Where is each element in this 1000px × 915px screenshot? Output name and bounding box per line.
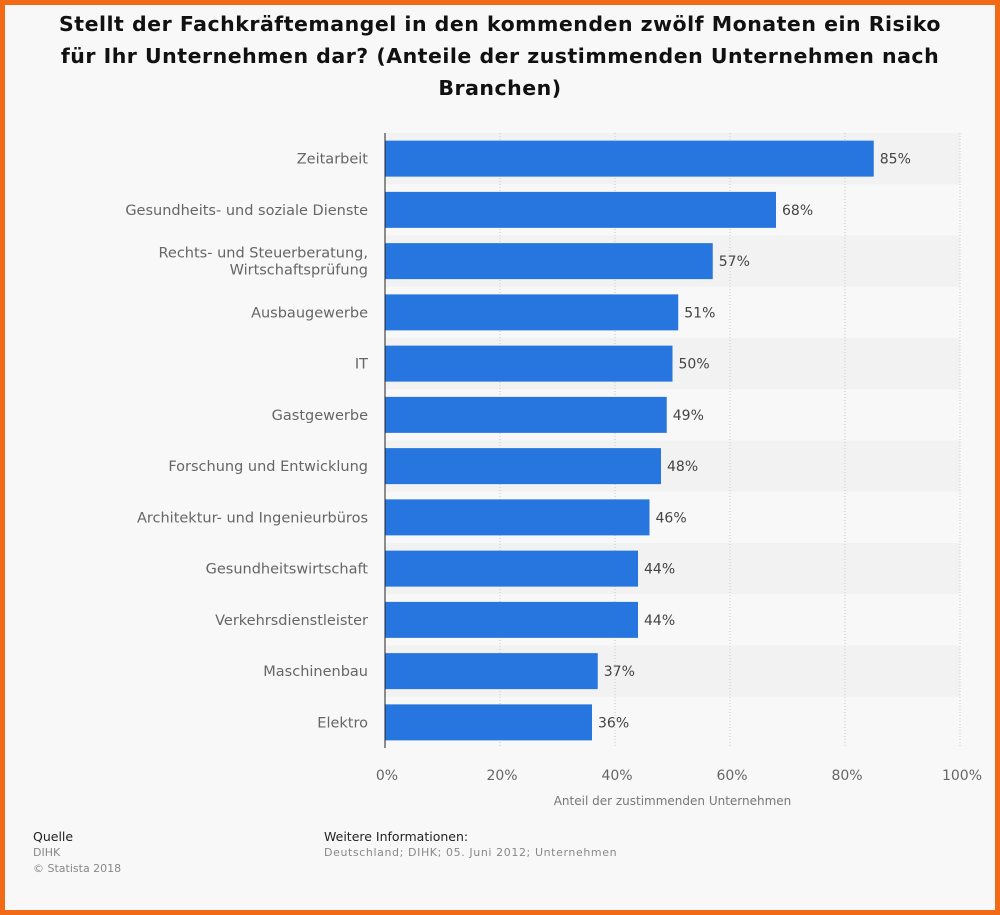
value-label: 48%	[667, 459, 698, 475]
x-tick-label: 40%	[601, 768, 632, 784]
category-label: Rechts- und Steuerberatung, Wirtschaftspr…	[158, 246, 368, 279]
bar	[385, 191, 776, 228]
category-label: Maschinenbau	[263, 664, 368, 680]
bar	[385, 653, 598, 690]
category-label: Forschung und Entwicklung	[168, 459, 368, 475]
info-heading: Weitere Informationen:	[324, 829, 469, 844]
x-tick-label: 20%	[486, 768, 517, 784]
x-tick-label: 80%	[831, 768, 862, 784]
category-label: Architektur- und Ingenieurbüros	[137, 510, 368, 526]
category-label: Gesundheitswirtschaft	[206, 562, 369, 578]
bar	[385, 499, 650, 536]
source-block: Quelle DIHK © Statista 2018	[33, 829, 121, 877]
info-block: Weitere Informationen: Deutschland; DIHK…	[324, 829, 617, 861]
x-tick-label: 0%	[376, 768, 398, 784]
chart-title: Stellt der Fachkräftemangel in den komme…	[59, 12, 941, 100]
bar	[385, 448, 661, 485]
bar	[385, 345, 673, 382]
category-label: Ausbaugewerbe	[251, 305, 368, 321]
value-label: 49%	[673, 408, 704, 424]
value-label: 68%	[782, 203, 813, 219]
value-label: 46%	[656, 510, 687, 526]
value-label: 37%	[604, 664, 635, 680]
category-label: Zeitarbeit	[297, 152, 369, 168]
bar	[385, 140, 874, 177]
value-label: 50%	[679, 357, 710, 373]
value-label: 44%	[644, 562, 675, 578]
info-text: Deutschland; DIHK; 05. Juni 2012; Untern…	[324, 846, 618, 859]
value-label: 85%	[880, 152, 911, 168]
copyright: © Statista 2018	[33, 862, 122, 875]
category-label: Elektro	[317, 715, 368, 731]
category-label: Gesundheits- und soziale Dienste	[125, 203, 368, 219]
category-label: Gastgewerbe	[272, 408, 368, 424]
value-label: 51%	[684, 305, 715, 321]
value-label: 36%	[598, 715, 629, 731]
category-label: IT	[355, 357, 368, 373]
bar	[385, 601, 638, 638]
category-label: Verkehrsdienstleister	[215, 613, 368, 629]
x-tick-label: 100%	[942, 768, 982, 784]
source-name: DIHK	[33, 846, 61, 859]
source-heading: Quelle	[33, 829, 74, 844]
x-tick-label: 60%	[716, 768, 747, 784]
bar	[385, 294, 679, 331]
bar	[385, 550, 638, 587]
value-label: 57%	[719, 254, 750, 270]
bar	[385, 396, 667, 433]
value-label: 44%	[644, 613, 675, 629]
bar	[385, 243, 713, 280]
x-axis-title: Anteil der zustimmenden Unternehmen	[554, 794, 792, 808]
bar	[385, 704, 592, 741]
